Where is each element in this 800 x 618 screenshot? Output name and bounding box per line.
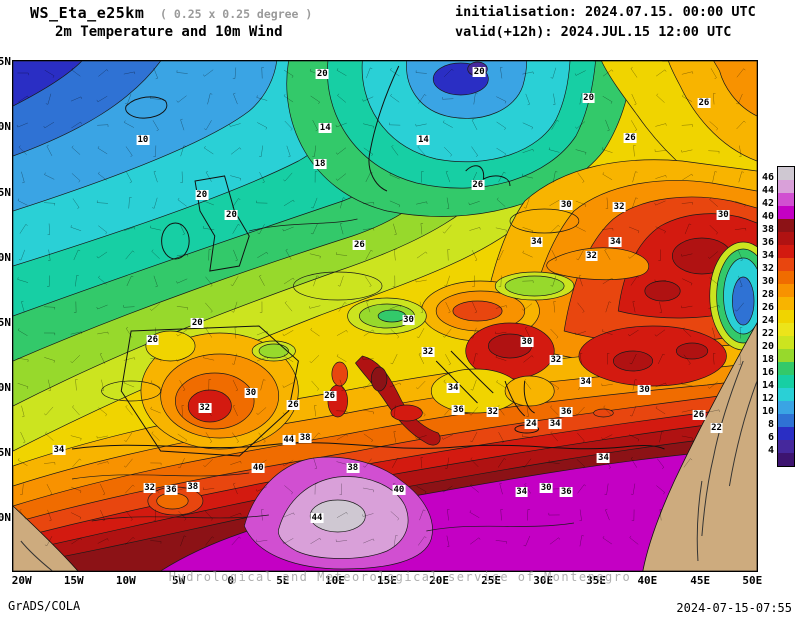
product-title: 2m Temperature and 10m Wind [55,24,283,40]
colorbar-tick-label: 36 [761,237,774,248]
colorbar-segment [778,453,794,466]
colorbar-tick-label: 8 [767,419,774,430]
lon-tick-label: 10W [115,574,136,587]
colorbar-segment [778,440,794,453]
lon-tick-label: 15E [377,574,397,587]
lon-tick-label: 50E [742,574,763,587]
contour-lines [71,208,580,532]
grads-credit: GrADS/COLA [8,599,81,613]
colorbar-segment [778,219,794,232]
lon-tick-label: 20E [429,574,449,587]
lon-tick-label: 15W [63,574,84,587]
colorbar-segment [778,427,794,440]
watermark-text: Hydrological and Meteorological service … [168,570,632,584]
lon-tick-label: 5E [276,574,290,587]
colorbar-segment [778,414,794,427]
colorbar-tick-label: 4 [767,445,774,456]
lon-tick-label: 5W [172,574,186,587]
temperature-field [13,61,757,571]
colorbar-segment [778,206,794,219]
colorbar-tick-label: 42 [761,198,774,209]
colorbar-tick-label: 34 [761,250,774,261]
lon-tick-label: 20W [11,574,32,587]
model-resolution: ( 0.25 x 0.25 degree ) [160,7,313,21]
model-name: WS_Eta_e25km [30,4,145,22]
colorbar-segment [778,232,794,245]
valid-time: valid(+12h): 2024.JUL.15 12:00 UTC [455,24,732,40]
render-timestamp: 2024-07-15-07:55 [676,601,792,615]
lon-tick-label: 10E [324,574,345,587]
lon-tick-label: 25E [481,574,502,587]
colorbar-tick-label: 26 [761,302,774,313]
lat-tick-label: 60N [0,119,11,133]
colorbar-tick-label: 14 [761,380,774,391]
colorbar-segment [778,245,794,258]
temperature-colorbar [777,166,795,467]
wind-barbs [16,66,747,548]
colorbar-tick-label: 24 [761,315,774,326]
outside-domain-coastlines [20,360,757,571]
colorbar-segment [778,258,794,271]
colorbar-segment [778,297,794,310]
colorbar-segment [778,323,794,336]
colorbar-tick-label: 6 [767,432,774,443]
colorbar-segment [778,193,794,206]
map-canvas [12,60,758,572]
lon-tick-label: 35E [586,574,606,587]
lat-tick-label: 30N [0,510,11,524]
colorbar-segment [778,362,794,375]
colorbar-tick-label: 20 [761,341,774,352]
colorbar-tick-label: 40 [761,211,774,222]
colorbar-tick-label: 44 [761,185,774,196]
temperature-wind-map [13,61,757,571]
lat-tick-label: 45N [0,316,11,330]
colorbar-tick-label: 46 [761,172,774,183]
colorbar-segment [778,167,794,180]
colorbar-segment [778,388,794,401]
colorbar-segment [778,271,794,284]
lon-tick-label: 0 [227,574,235,587]
initialisation-time: initialisation: 2024.07.15. 00:00 UTC [455,4,756,20]
colorbar-segment [778,284,794,297]
colorbar-tick-label: 18 [761,354,774,365]
coastlines [71,65,665,457]
colorbar-segment [778,310,794,323]
lat-tick-label: 65N [0,55,11,69]
colorbar-tick-label: 30 [761,276,774,287]
colorbar-tick-label: 28 [761,289,774,300]
colorbar-segment [778,180,794,193]
colorbar-segment [778,375,794,388]
lon-tick-label: 40E [637,574,658,587]
colorbar-segment [778,349,794,362]
lat-tick-label: 50N [0,250,11,264]
colorbar-segment [778,401,794,414]
lon-tick-label: 45E [690,574,711,587]
colorbar-tick-label: 10 [761,406,774,417]
colorbar-segment [778,336,794,349]
colorbar-tick-label: 38 [761,224,774,235]
lat-tick-label: 40N [0,380,11,394]
colorbar-tick-label: 32 [761,263,774,274]
colorbar-tick-label: 22 [761,328,774,339]
colorbar-tick-label: 12 [761,393,774,404]
lat-tick-label: 55N [0,186,11,200]
colorbar-tick-label: 16 [761,367,774,378]
lat-tick-label: 35N [0,446,11,460]
lon-tick-label: 30E [533,574,554,587]
domain-mask [13,322,757,571]
